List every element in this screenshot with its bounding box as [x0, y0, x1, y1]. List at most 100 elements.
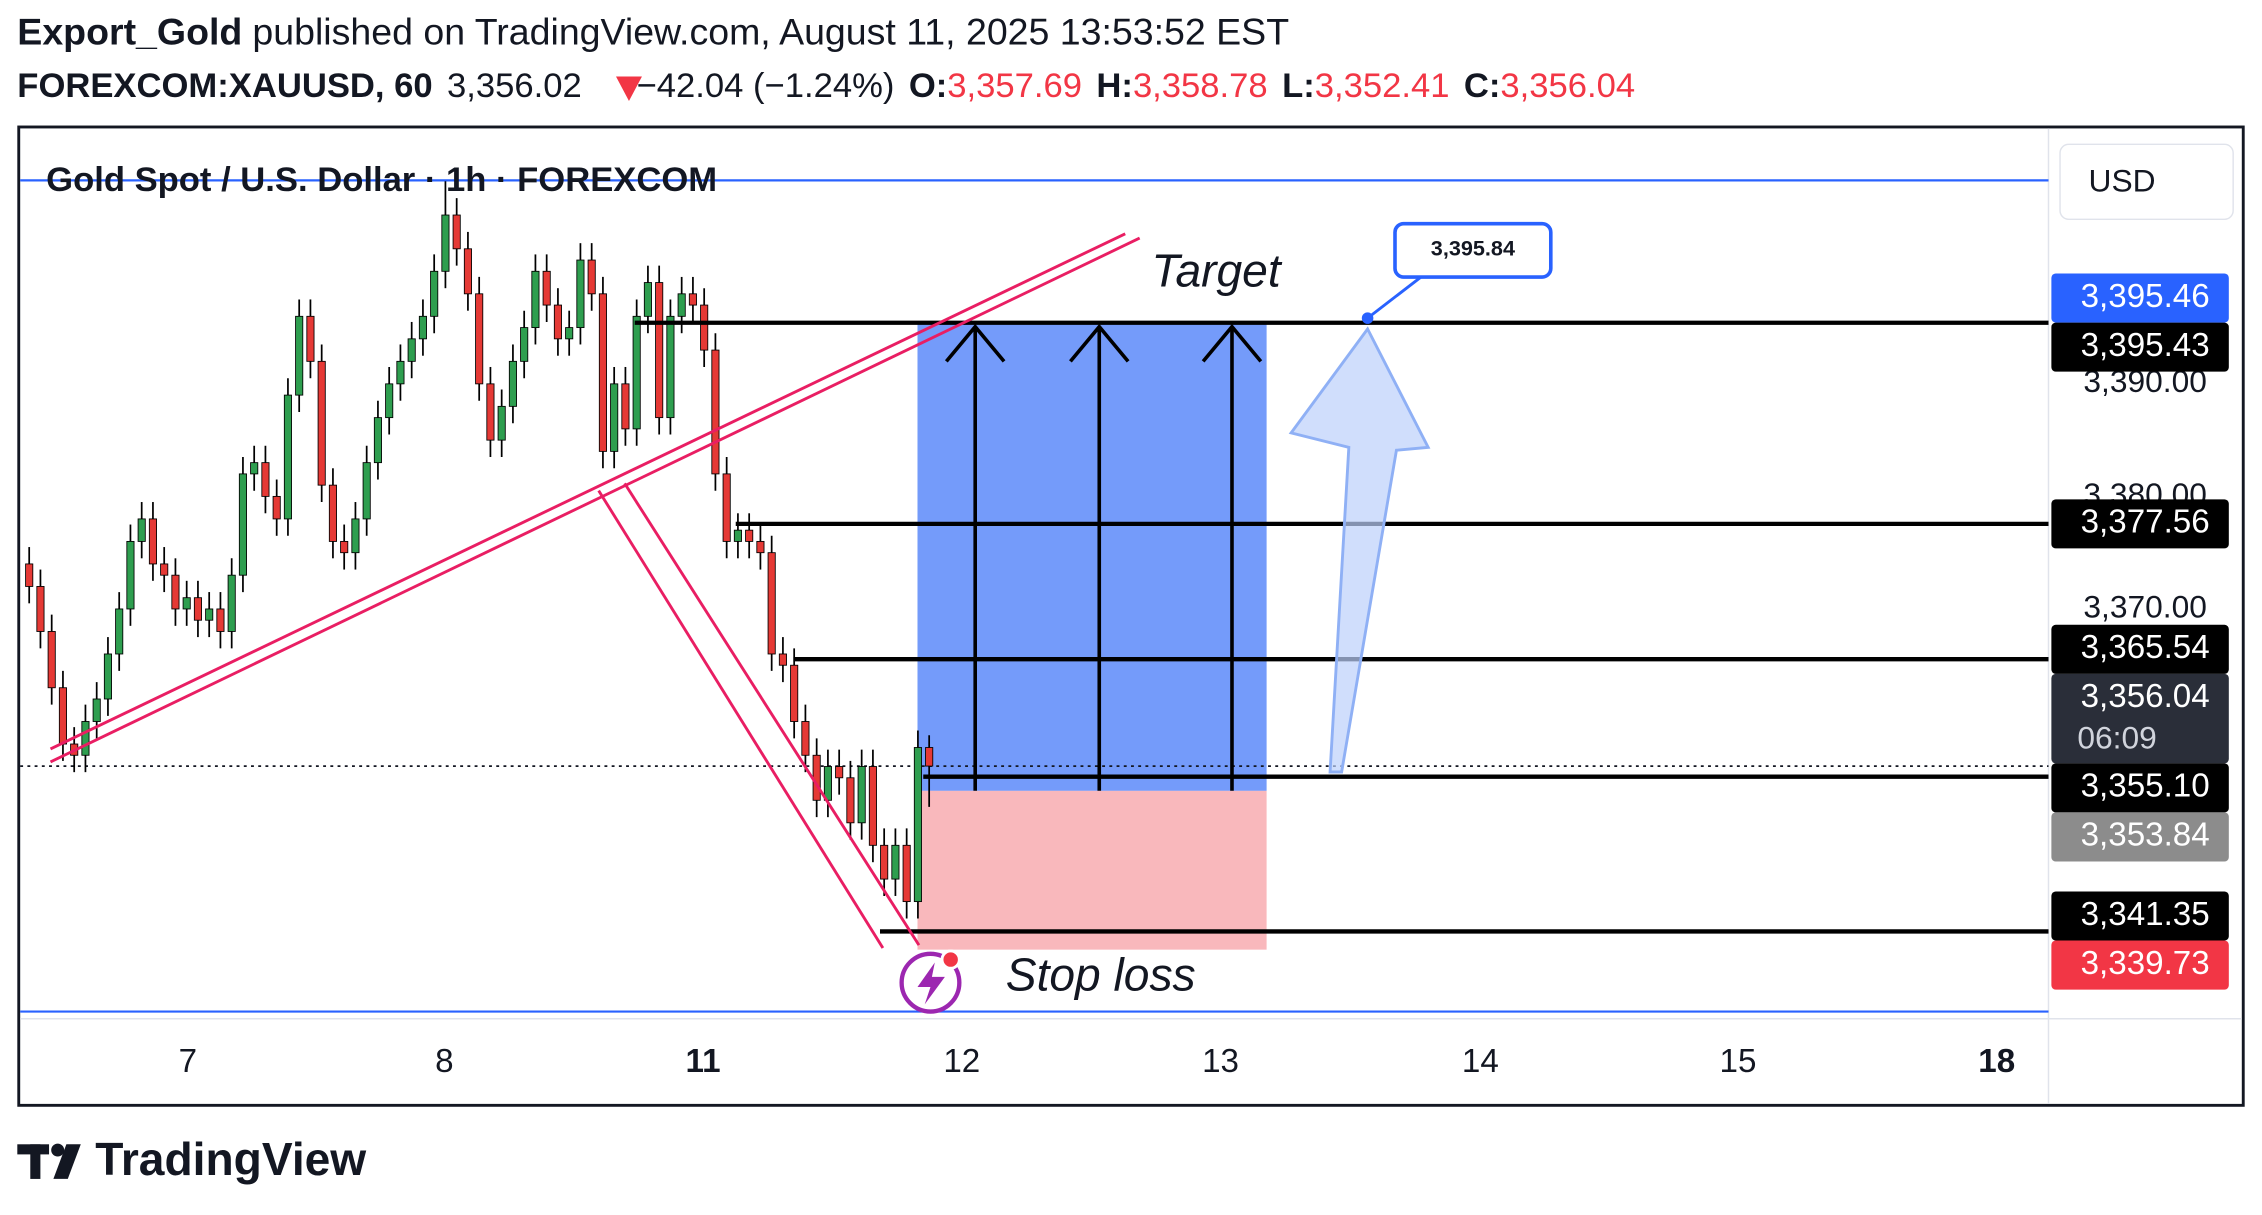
logo-part — [53, 1144, 81, 1179]
price-label-bg — [2051, 624, 2229, 674]
candle-body — [486, 383, 495, 441]
candle-body — [891, 844, 900, 880]
candle-body — [621, 383, 630, 430]
candle-body — [36, 586, 45, 632]
x-tick-label: 11 — [686, 1043, 721, 1080]
brand-name: TradingView — [95, 1133, 366, 1185]
candle-body — [182, 597, 191, 610]
candle-body — [553, 304, 562, 340]
candle-body — [576, 259, 585, 329]
candle-body — [790, 664, 799, 722]
candle-body — [328, 484, 337, 542]
candle-body — [475, 293, 484, 385]
candle-body — [238, 473, 247, 576]
price-label-bg — [2051, 273, 2229, 323]
ohlc-key: H: — [1096, 67, 1133, 105]
candle-body — [542, 270, 551, 306]
candle-body — [418, 315, 427, 340]
x-tick-label: 18 — [1978, 1043, 2015, 1080]
price-label: 3,395.43 — [2081, 327, 2210, 364]
last-price: 3,356.02 — [447, 67, 582, 105]
target-arrows — [944, 323, 1263, 791]
candle-body — [148, 518, 157, 565]
candle-body — [587, 259, 596, 295]
projection-arrow — [1288, 326, 1431, 774]
candle-body — [216, 608, 225, 632]
candle-body — [205, 608, 214, 621]
price-label: 3,377.56 — [2081, 504, 2210, 541]
price-label: 3,356.04 — [2081, 678, 2210, 715]
candle-body — [857, 766, 866, 824]
candle-body — [385, 383, 394, 419]
price-label-bg — [2051, 940, 2229, 990]
price-label-bg — [2051, 322, 2229, 372]
candle-body — [295, 315, 304, 396]
trendline — [623, 482, 921, 946]
candle-body — [632, 315, 641, 430]
candle-body — [902, 844, 911, 903]
candle-body — [823, 766, 832, 801]
candle-body — [812, 754, 821, 801]
stop-text: Stop loss — [1006, 949, 1196, 1001]
candle-body — [666, 315, 675, 419]
candle-body — [272, 495, 281, 520]
candle-body — [441, 214, 450, 272]
stop-zone — [917, 790, 1267, 950]
chart-title: Gold Spot / U.S. Dollar · 1h · FOREXCOM — [46, 161, 717, 199]
candle-body — [700, 304, 709, 351]
candle-body — [925, 747, 934, 767]
arrow-head — [1201, 323, 1263, 363]
candle-body — [92, 698, 101, 722]
publish-line: Export_Gold published on TradingView.com,… — [17, 11, 1289, 53]
trendline — [597, 489, 885, 949]
price-label: 3,339.73 — [2081, 945, 2210, 982]
candle-body — [846, 777, 855, 824]
logo-part — [51, 1143, 65, 1157]
x-tick-label: 7 — [179, 1043, 197, 1080]
price-label-bg — [2051, 891, 2229, 941]
candle-body — [767, 552, 776, 655]
icon-dot — [940, 949, 961, 970]
icon-bolt — [917, 962, 945, 1005]
trendline — [49, 236, 1141, 764]
candle-body — [25, 563, 34, 587]
candle-body — [868, 766, 877, 846]
candle-body — [520, 327, 529, 362]
ohlc-key: C: — [1464, 67, 1501, 105]
currency-box — [2059, 143, 2234, 221]
ohlc-value: 3,356.04 — [1500, 67, 1635, 105]
brand: TradingView — [17, 1133, 366, 1185]
candle-body — [160, 563, 169, 576]
candle-body — [103, 653, 112, 700]
x-tick-label: 13 — [1202, 1043, 1239, 1080]
price-label-bg — [2051, 673, 2229, 764]
candle-body — [430, 270, 439, 317]
candle-body — [261, 462, 270, 497]
price-label-bg — [2051, 499, 2229, 549]
candle-body — [508, 360, 517, 407]
trendline — [49, 232, 1126, 751]
arrow-head — [1069, 323, 1130, 363]
candle-body — [711, 349, 720, 475]
candle-body — [565, 327, 574, 340]
candle-body — [115, 608, 124, 655]
candle-body — [610, 383, 619, 452]
candle-body — [58, 687, 67, 745]
candle-body — [47, 631, 56, 689]
ohlc-value: 3,352.41 — [1315, 67, 1450, 105]
candle-body — [598, 293, 607, 452]
candle-body — [227, 574, 236, 632]
candle-body — [531, 270, 540, 329]
y-tick-label: 3,370.00 — [2083, 588, 2207, 624]
x-tick-label: 15 — [1720, 1043, 1757, 1080]
candle-body — [677, 293, 686, 317]
candle-body — [396, 360, 405, 385]
price-label: 3,341.35 — [2081, 896, 2210, 933]
price-label: 3,365.54 — [2081, 629, 2210, 666]
candle-body — [497, 405, 506, 441]
candle-body — [193, 597, 202, 621]
candle-body — [306, 315, 315, 362]
candle-body — [452, 214, 461, 250]
